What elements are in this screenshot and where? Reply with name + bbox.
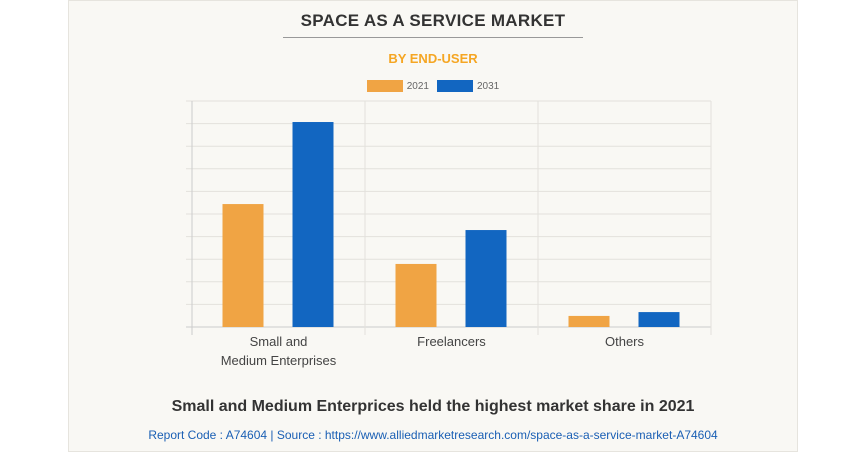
chart-frame <box>68 0 798 452</box>
legend-label-2021: 2021 <box>406 80 429 92</box>
legend-item-2031[interactable]: 2031 <box>437 80 499 92</box>
bar-2021-0 <box>222 204 264 327</box>
legend-label-2031: 2031 <box>477 80 500 92</box>
legend: 2021 2031 <box>0 80 866 92</box>
bar-2031-1 <box>465 230 507 327</box>
bar-2031-2 <box>638 312 680 327</box>
chart-headline: Small and Medium Enterprices held the hi… <box>171 398 695 415</box>
x-tick-label: Freelancers <box>417 334 486 349</box>
legend-swatch-2021 <box>366 80 403 92</box>
source-link[interactable]: Report Code : A74604 | Source : https://… <box>148 428 718 442</box>
chart-subtitle: BY END-USER <box>388 51 478 66</box>
x-tick-label: Others <box>605 334 645 349</box>
bar-2021-2 <box>568 315 610 327</box>
chart-title: SPACE AS A SERVICE MARKET <box>300 11 566 30</box>
x-tick-label: Medium Enterprises <box>221 353 337 368</box>
title-divider <box>283 37 583 38</box>
bar-2021-1 <box>395 263 437 327</box>
x-tick-label: Small and <box>250 334 308 349</box>
legend-swatch-2031 <box>437 80 473 92</box>
legend-item-2021[interactable]: 2021 <box>366 80 429 92</box>
bar-2031-0 <box>292 122 334 327</box>
